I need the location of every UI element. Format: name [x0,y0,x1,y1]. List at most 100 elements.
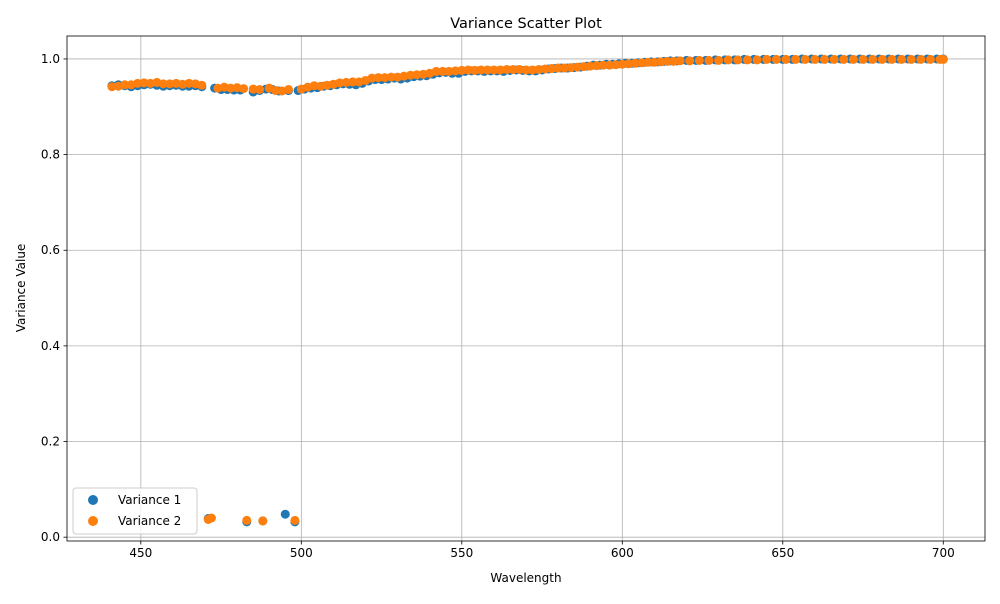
data-point [643,57,653,67]
x-tick-label: 650 [771,546,794,560]
chart-title: Variance Scatter Plot [450,16,602,32]
data-point [139,78,149,88]
data-point [133,78,143,88]
data-points [107,54,948,527]
data-point [938,54,948,64]
data-point [858,54,868,64]
data-point [367,73,377,83]
data-point [242,515,252,525]
grid-lines [67,36,985,541]
data-point [630,58,640,68]
data-point [335,78,345,88]
data-point [547,64,557,74]
data-point [107,82,117,92]
data-point [897,54,907,64]
data-point [515,64,525,74]
data-point [165,79,175,89]
data-point [258,516,268,526]
data-point [592,61,602,71]
data-point [579,62,589,72]
axis-ticks: 450 500 550 600 650 700 0.0 0.2 0.4 0.6 0.8 1.0 [41,52,955,560]
data-point [373,73,383,83]
data-point [604,60,614,70]
data-point [482,65,492,75]
y-tick-label: 1.0 [41,52,60,66]
data-point [598,60,608,70]
data-point [723,55,733,65]
data-point [380,73,390,83]
data-point [197,80,207,90]
data-point [877,54,887,64]
data-point [714,55,724,65]
data-point [271,86,281,96]
legend-label-variance-1: Variance 1 [118,493,181,507]
data-point [476,65,486,75]
data-point [521,65,531,75]
data-point [704,55,714,65]
legend-marker-variance-2 [88,516,98,526]
data-point [848,54,858,64]
data-point [184,78,194,88]
data-point [226,83,236,93]
data-point [309,81,319,91]
data-point [489,65,499,75]
x-tick-label: 700 [932,546,955,560]
plot-area [67,36,985,541]
data-point [248,84,258,94]
data-point [572,62,582,72]
data-point [405,70,415,80]
data-point [669,56,679,66]
x-tick-label: 450 [129,546,152,560]
y-tick-label: 0.4 [41,339,60,353]
data-point [617,59,627,69]
data-point [829,54,839,64]
legend-box [72,487,198,535]
data-point [781,54,791,64]
data-point [540,64,550,74]
data-point [624,59,634,69]
data-point [868,54,878,64]
data-point [611,60,621,70]
data-point [656,57,666,67]
data-point [694,55,704,65]
data-point [553,63,563,73]
data-point [566,63,576,73]
data-point [800,54,810,64]
y-axis-label: Variance Value [14,244,28,333]
x-tick-label: 500 [290,546,313,560]
data-point [502,64,512,74]
y-tick-label: 0.2 [41,435,60,449]
data-point [431,66,441,76]
y-tick-label: 0.0 [41,530,60,544]
data-point [762,54,772,64]
data-point [239,84,249,94]
data-point [916,54,926,64]
series-2-points [107,54,948,526]
data-point [255,85,265,95]
data-point [470,65,480,75]
data-point [290,515,300,525]
legend-marker-variance-1 [88,495,98,505]
legend: Variance 1 Variance 2 [72,487,198,535]
plot-frame [66,35,986,542]
data-point [771,54,781,64]
data-point [120,80,130,90]
data-point [341,77,351,87]
x-tick-label: 550 [450,546,473,560]
data-point [527,65,537,75]
data-point [675,56,685,66]
data-point [742,55,752,65]
data-point [534,64,544,74]
data-point [733,55,743,65]
data-point [386,72,396,82]
data-point [649,57,659,67]
y-tick-label: 0.6 [41,243,60,257]
data-point [685,56,695,66]
data-point [887,54,897,64]
y-tick-label: 0.8 [41,148,60,162]
data-point [508,64,518,74]
data-point [444,66,454,76]
data-point [495,65,505,75]
data-point [925,54,935,64]
